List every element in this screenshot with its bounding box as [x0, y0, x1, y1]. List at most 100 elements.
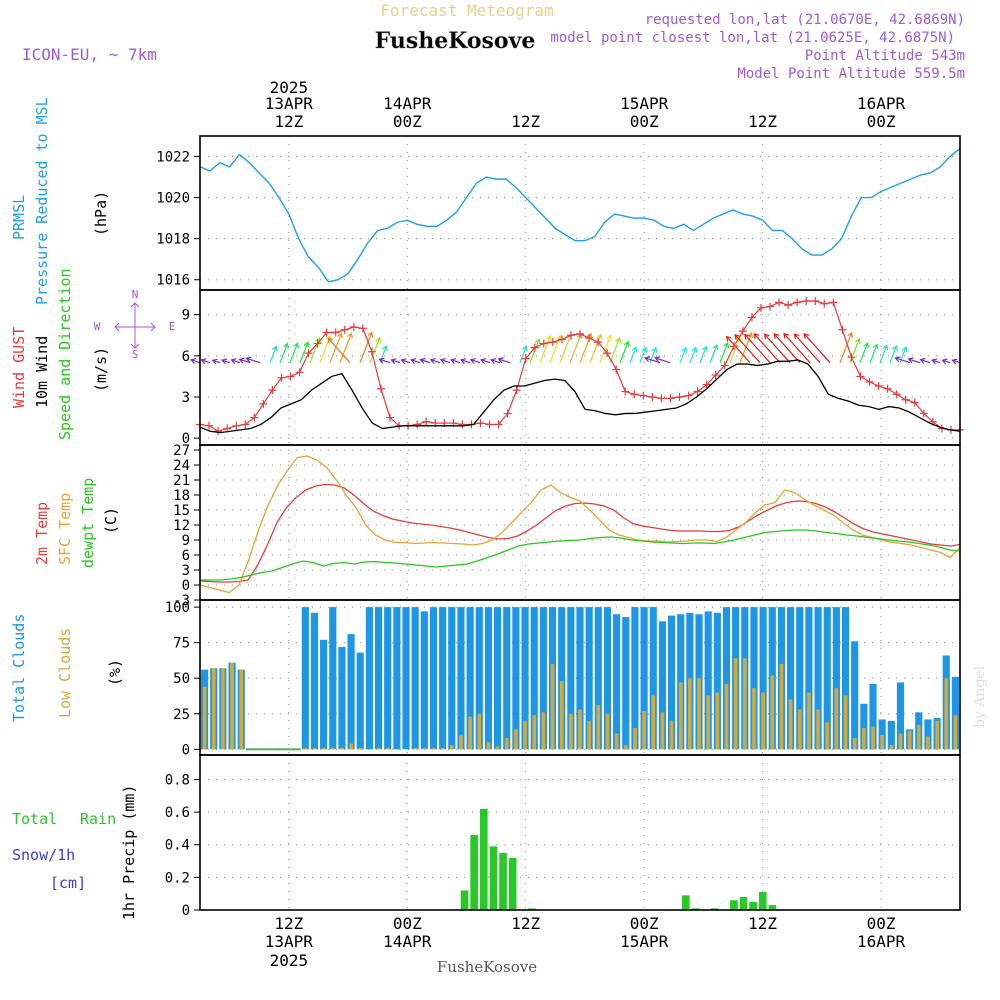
- wind-line: [199, 359, 961, 434]
- temp-label-2: SFC Temp: [56, 493, 74, 565]
- dewpt-line: [200, 529, 961, 581]
- wind-arrow-head: [400, 358, 407, 365]
- wind-arrow-head: [631, 346, 638, 353]
- wind-arrow: [895, 357, 911, 364]
- precip-ytick-label: 0.6: [165, 805, 190, 821]
- low-cloud-bar: [495, 746, 500, 750]
- wind-arrow: [879, 345, 888, 363]
- wind-arrow-head: [497, 357, 504, 364]
- gust-point: [476, 419, 485, 428]
- wind-arrow-head: [283, 342, 289, 349]
- total-cloud-bar: [878, 719, 886, 750]
- wind-arrow-head: [606, 334, 612, 341]
- wind-arrow-head: [783, 332, 789, 339]
- bottom-hour-label: 12Z: [511, 914, 540, 933]
- top-year-label: 2025: [270, 78, 309, 97]
- wind-arrow: [629, 347, 637, 363]
- model-label: ICON-EU, ~ 7km: [22, 45, 157, 64]
- gust-point: [413, 420, 422, 429]
- gust-point: [693, 387, 702, 396]
- pressure-line: [199, 147, 961, 283]
- clouds-ytick-label: 50: [173, 671, 190, 687]
- low-cloud-bar: [862, 727, 866, 750]
- low-cloud-bar: [935, 720, 939, 750]
- wind-arrow: [329, 333, 342, 363]
- rain-bar: [749, 901, 757, 910]
- precip-label-total: Total: [12, 810, 57, 828]
- wind-arrow: [470, 359, 481, 364]
- total-cloud-bar: [860, 703, 868, 750]
- wind-arrow: [619, 341, 629, 363]
- low-cloud-bar: [916, 725, 921, 750]
- gust-line: [199, 300, 960, 432]
- top-hour-label: 00Z: [867, 112, 896, 131]
- gust-point: [784, 301, 793, 310]
- gust-point: [874, 382, 883, 391]
- gust-point: [214, 427, 223, 436]
- wind-arrow-head: [490, 358, 497, 364]
- rain-bar: [739, 896, 748, 910]
- gust-point: [277, 373, 286, 382]
- temp-frame: [199, 444, 961, 601]
- low-cloud-bar: [440, 747, 445, 750]
- rain-bar: [479, 808, 488, 910]
- bottom-date-label: 14APR: [383, 932, 432, 951]
- gust-point: [331, 328, 340, 337]
- wind-arrow-head: [410, 358, 417, 364]
- wind-arrow-head: [469, 358, 476, 364]
- wind-arrow-head: [763, 333, 770, 340]
- low-cloud-bar: [688, 678, 692, 750]
- gust-point: [775, 298, 784, 307]
- total-cloud-bar: [567, 607, 575, 750]
- wind-arrow: [589, 334, 602, 363]
- gust-point: [422, 417, 431, 426]
- precip-unit: 1hr Precip (mm): [120, 785, 138, 920]
- wind-arrow: [783, 333, 811, 364]
- gust-point: [503, 409, 512, 418]
- top-date-label: 15APR: [620, 94, 669, 113]
- low-cloud-bar: [303, 747, 308, 750]
- gust-point: [494, 420, 503, 429]
- wind-arrow: [519, 346, 527, 363]
- wind-arrow-head: [522, 345, 528, 352]
- wind-arrow-head: [480, 358, 487, 364]
- wind-compass: N S W E: [94, 288, 176, 361]
- gust-point: [829, 298, 838, 307]
- wind-arrow: [289, 343, 299, 363]
- wind-arrow-head: [534, 338, 541, 345]
- low-cloud-bar: [202, 686, 207, 750]
- low-cloud-bar: [770, 675, 775, 750]
- wind-arrow: [490, 359, 501, 364]
- gust-point: [458, 420, 467, 429]
- low-cloud-bar: [733, 658, 738, 750]
- total-cloud-bar: [338, 646, 346, 750]
- clouds-ytick-label: 0: [182, 742, 190, 758]
- low-cloud-bar: [514, 729, 518, 750]
- pressure-panel: 1016 1018 1020 1022: [156, 135, 961, 291]
- gust-point: [250, 413, 259, 422]
- closest-coords: model point closest lon,lat (21.0625E, 4…: [550, 30, 955, 46]
- pressure-frame: [199, 135, 961, 291]
- total-cloud-bar: [750, 607, 758, 750]
- location-title: FusheKosove: [375, 28, 536, 54]
- gust-point: [566, 331, 575, 340]
- wind-ytick-label: 3: [182, 390, 190, 406]
- low-cloud-bar: [358, 747, 363, 750]
- total-cloud-bar: [411, 607, 419, 750]
- total-cloud-bar: [365, 607, 373, 750]
- wind-arrow: [920, 359, 931, 364]
- wind-arrow: [942, 359, 951, 364]
- total-cloud-bar: [320, 639, 328, 750]
- temp2m-line: [199, 483, 961, 583]
- clouds-panel: 0 25 50 75 100: [165, 599, 961, 758]
- total-cloud-bar: [924, 719, 932, 750]
- gust-point: [612, 365, 621, 374]
- low-cloud-bar: [715, 692, 720, 750]
- wind-arrow-head: [429, 358, 436, 364]
- total-cloud-bar: [512, 607, 520, 750]
- pressure-ytick-label: 1020: [156, 191, 190, 207]
- low-cloud-bar: [321, 747, 326, 750]
- pressure-label-1: PRMSL: [10, 195, 28, 240]
